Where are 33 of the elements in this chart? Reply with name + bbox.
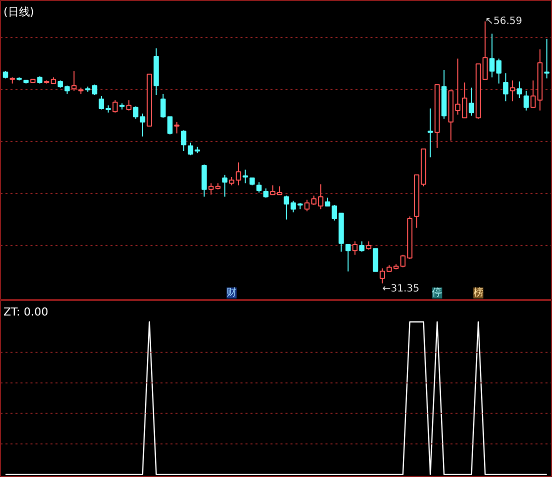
candlestick	[524, 90, 529, 112]
candlestick	[242, 169, 248, 184]
candlestick	[359, 240, 364, 252]
candlestick	[516, 80, 522, 99]
annotation: 财	[226, 286, 237, 298]
candlestick	[208, 182, 214, 196]
candlestick	[71, 70, 77, 92]
candlestick	[202, 164, 207, 198]
candlestick	[372, 248, 378, 272]
candlestick	[544, 38, 550, 79]
candlestick	[236, 162, 242, 186]
candlestick	[222, 174, 228, 198]
candlestick	[181, 130, 186, 152]
annotation: 停	[432, 286, 442, 298]
annotation: 榜	[473, 286, 484, 298]
candlestick	[468, 87, 474, 116]
candlestick	[167, 116, 173, 135]
candlestick	[530, 80, 536, 108]
text: (日线)	[4, 6, 34, 18]
candlestick	[510, 80, 516, 102]
candlestick	[112, 100, 118, 114]
candlestick	[160, 93, 166, 118]
chart-title: ZT: 0.00	[4, 306, 48, 318]
candlestick	[263, 188, 268, 198]
candlestick	[256, 182, 262, 194]
candlestick	[503, 72, 508, 102]
candlestick	[126, 100, 132, 112]
candlestick	[174, 121, 180, 134]
candlestick	[345, 244, 351, 272]
candlestick	[428, 108, 433, 158]
annotation: ↖56.59	[485, 16, 522, 27]
candlestick	[352, 240, 358, 256]
annotation: ←31.35	[382, 283, 420, 294]
